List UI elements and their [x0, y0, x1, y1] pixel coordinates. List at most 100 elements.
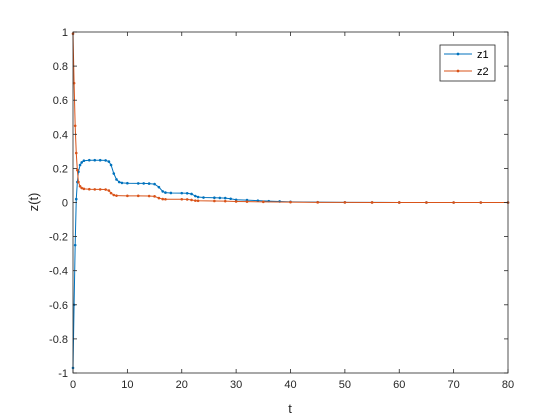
data-point-z1 — [229, 197, 232, 201]
x-tick-label: 0 — [70, 379, 76, 391]
data-point-z2 — [479, 201, 483, 204]
data-point-z1 — [153, 182, 156, 186]
x-tick-label: 40 — [284, 379, 296, 391]
data-point-z1 — [115, 178, 118, 181]
data-point-z2 — [136, 194, 140, 198]
x-tick-label: 60 — [393, 379, 405, 391]
data-point-z1 — [213, 196, 216, 200]
legend-label-z1: z1 — [477, 49, 489, 61]
y-tick-label: 0.2 — [53, 163, 68, 175]
data-point-z2 — [190, 198, 193, 202]
y-tick-label: 0.4 — [53, 129, 68, 141]
data-point-z1 — [104, 159, 107, 162]
x-tick-label: 10 — [121, 379, 133, 391]
data-point-z1 — [218, 196, 222, 200]
legend: z1 z2 — [439, 44, 496, 82]
y-tick-label: -1 — [58, 368, 68, 380]
data-point-z1 — [93, 158, 97, 162]
data-point-z2 — [234, 200, 238, 203]
data-point-z1 — [161, 190, 165, 193]
data-point-z1 — [73, 243, 77, 247]
data-point-z1 — [112, 172, 116, 175]
data-point-z2 — [343, 201, 347, 204]
data-point-z1 — [88, 158, 91, 162]
data-point-z2 — [180, 197, 184, 201]
data-point-z2 — [185, 198, 189, 201]
data-point-z2 — [425, 201, 428, 204]
data-point-z1 — [74, 197, 78, 201]
data-point-z1 — [78, 163, 82, 167]
legend-box — [439, 44, 496, 82]
x-tick-label: 80 — [502, 379, 514, 391]
data-point-z2 — [289, 200, 292, 204]
data-point-z1 — [180, 191, 184, 195]
data-point-z2 — [126, 194, 129, 198]
legend-label-z2: z2 — [477, 66, 489, 78]
data-point-z1 — [147, 182, 151, 185]
data-point-z1 — [164, 191, 167, 194]
data-point-z1 — [120, 181, 124, 185]
data-point-z2 — [397, 201, 401, 204]
x-tick-label: 70 — [448, 379, 460, 391]
data-point-z2 — [107, 189, 111, 192]
data-point-z2 — [98, 188, 102, 191]
y-tick-label: 0.8 — [53, 61, 68, 73]
data-point-z2 — [109, 191, 113, 195]
x-tick-label: 50 — [339, 379, 351, 391]
data-point-z2 — [77, 180, 80, 184]
data-point-z2 — [82, 187, 86, 191]
data-point-z2 — [115, 194, 118, 197]
data-point-z1 — [136, 182, 140, 185]
data-point-z2 — [161, 197, 165, 201]
data-point-z2 — [370, 201, 374, 204]
data-point-z1 — [109, 163, 113, 167]
data-point-z2 — [73, 124, 77, 128]
data-point-z2 — [194, 199, 197, 202]
data-point-z2 — [88, 187, 91, 191]
y-tick-label: 1 — [62, 27, 68, 39]
data-point-z2 — [74, 151, 78, 155]
data-point-z2 — [72, 81, 76, 85]
data-point-z2 — [112, 193, 116, 197]
data-point-z2 — [223, 199, 227, 203]
y-tick-label: -0.6 — [49, 300, 68, 312]
x-tick-label: 30 — [230, 379, 242, 391]
y-tick-label: -0.4 — [49, 266, 68, 278]
y-tick-label: -0.8 — [49, 334, 68, 346]
x-tick-label: 20 — [176, 379, 188, 391]
legend-marker-z2 — [456, 69, 460, 73]
y-tick-label: 0.6 — [53, 95, 68, 107]
data-point-z1 — [202, 196, 205, 199]
data-point-z1 — [190, 192, 193, 196]
data-point-z1 — [185, 191, 189, 195]
data-point-z2 — [452, 201, 455, 204]
y-axis-label: z(t) — [26, 193, 41, 212]
data-point-z2 — [93, 188, 97, 191]
data-point-z2 — [196, 199, 200, 203]
data-point-z1 — [194, 194, 197, 198]
data-point-z2 — [153, 195, 156, 198]
data-point-z1 — [126, 181, 129, 185]
data-point-z2 — [164, 197, 167, 201]
data-point-z2 — [80, 186, 83, 190]
data-point-z2 — [157, 196, 161, 200]
y-tick-label: -0.2 — [49, 232, 68, 244]
data-point-z2 — [213, 199, 216, 203]
legend-marker-z1 — [456, 52, 460, 56]
data-point-z2 — [104, 188, 107, 191]
data-point-z1 — [82, 159, 86, 163]
data-point-z2 — [316, 201, 319, 204]
y-tick-label: 0 — [62, 198, 68, 210]
data-point-z2 — [262, 200, 265, 204]
x-axis-label: t — [288, 401, 292, 416]
data-point-z1 — [98, 158, 102, 162]
data-point-z1 — [117, 180, 121, 184]
ticks-layer: 0 10 20 30 40 50 60 70 80 -1 -0.8 -0.6 -0.4 -0.2 0 0.2 0… — [49, 27, 514, 391]
data-point-z1 — [142, 182, 145, 185]
data-point-z2 — [147, 194, 151, 198]
data-point-z1 — [107, 160, 111, 163]
data-point-z1 — [157, 185, 161, 189]
data-point-z1 — [169, 191, 173, 195]
